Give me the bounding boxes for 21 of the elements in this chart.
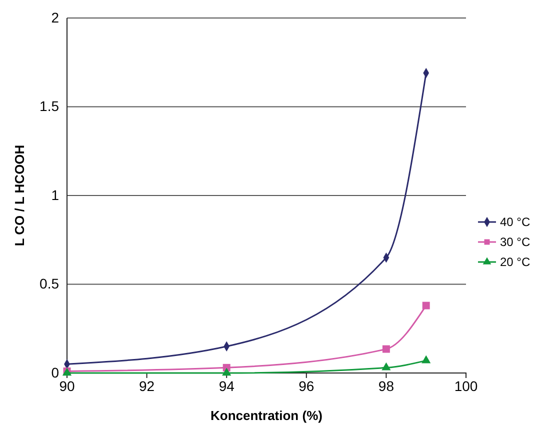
- legend-label: 20 °C: [500, 255, 530, 269]
- y-tick-label: 0.5: [40, 276, 60, 292]
- point: [382, 345, 390, 353]
- y-tick-label: 1: [51, 186, 60, 203]
- y-tick-label: 0: [51, 364, 60, 380]
- x-tick-label: 92: [139, 378, 155, 394]
- point: [422, 355, 431, 364]
- y-tick-label: 2: [51, 9, 60, 26]
- legend-label: 40 °C: [500, 215, 530, 229]
- x-tick-label: 90: [59, 378, 75, 394]
- point: [222, 368, 232, 376]
- x-tick-label: 94: [218, 378, 235, 394]
- x-axis-title: Koncentration (%): [210, 408, 322, 423]
- x-tick-label: 100: [454, 378, 478, 394]
- y-tick-label: 1.5: [40, 98, 60, 114]
- legend-label: 30 °C: [500, 235, 530, 249]
- y-axis-title: L CO / L HCOOH: [12, 144, 27, 246]
- point: [382, 362, 391, 370]
- x-tick-label: 96: [298, 378, 314, 394]
- x-tick-label: 98: [378, 378, 394, 394]
- point: [422, 302, 430, 310]
